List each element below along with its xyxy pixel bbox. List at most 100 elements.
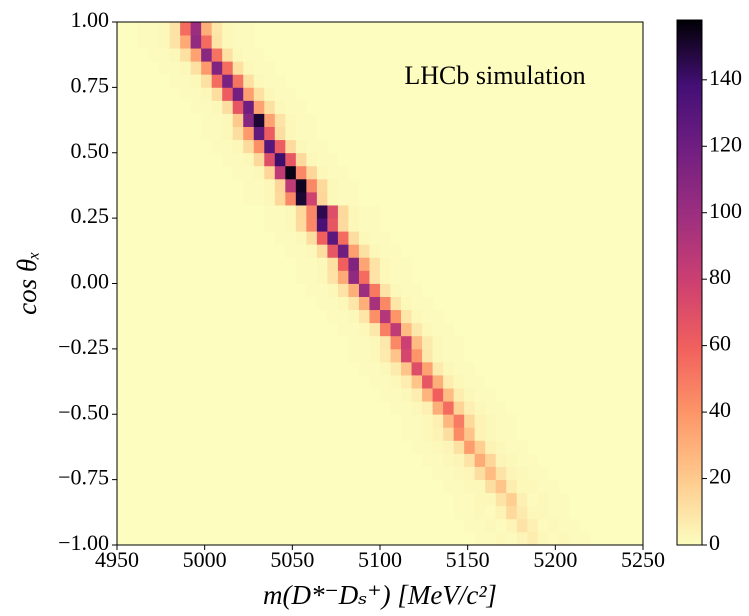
heatmap-cell xyxy=(411,322,423,337)
heatmap-cell xyxy=(506,152,518,167)
heatmap-cell xyxy=(295,283,307,297)
heatmap-cell xyxy=(117,401,128,415)
heatmap-cell xyxy=(401,531,412,546)
heatmap-cell xyxy=(495,257,507,271)
heatmap-cell xyxy=(569,61,581,75)
heatmap-cell xyxy=(579,335,591,350)
heatmap-cell xyxy=(306,48,318,62)
heatmap-cell xyxy=(264,335,276,350)
heatmap-cell xyxy=(222,440,234,454)
heatmap-cell xyxy=(495,35,507,49)
heatmap-cell xyxy=(506,414,518,428)
heatmap-cell xyxy=(316,218,328,232)
heatmap-cell xyxy=(159,74,170,88)
heatmap-cell xyxy=(337,388,349,402)
heatmap-cell xyxy=(569,296,581,311)
heatmap-cell xyxy=(180,492,192,507)
heatmap-cell xyxy=(443,218,455,232)
heatmap-cell xyxy=(274,231,286,245)
heatmap-cell xyxy=(390,257,402,271)
heatmap-cell xyxy=(548,165,560,180)
heatmap-cell xyxy=(401,178,412,193)
heatmap-cell xyxy=(348,165,360,180)
heatmap-cell xyxy=(621,74,633,88)
heatmap-cell xyxy=(422,388,433,402)
heatmap-cell xyxy=(590,479,602,494)
heatmap-cell xyxy=(600,401,612,415)
heatmap-cell xyxy=(117,492,128,507)
heatmap-cell xyxy=(306,322,318,337)
heatmap-cell xyxy=(495,531,507,546)
heatmap-cell xyxy=(600,335,612,350)
heatmap-cell xyxy=(611,152,623,167)
heatmap-cell xyxy=(243,231,255,245)
heatmap-cell xyxy=(201,257,213,271)
heatmap-cell xyxy=(516,139,528,154)
heatmap-cell xyxy=(401,427,412,441)
heatmap-cell xyxy=(264,152,276,167)
heatmap-cell xyxy=(443,61,455,75)
x-tick-label: 5250 xyxy=(621,547,665,572)
heatmap-cell xyxy=(243,466,255,481)
heatmap-cell xyxy=(169,348,181,363)
heatmap-cell xyxy=(632,479,644,494)
heatmap-cell xyxy=(611,518,623,533)
heatmap-cell xyxy=(453,479,465,494)
heatmap-cell xyxy=(506,218,518,232)
heatmap-cell xyxy=(127,518,139,533)
heatmap-cell xyxy=(390,244,402,258)
heatmap-cell xyxy=(569,283,581,297)
heatmap-cell xyxy=(127,126,139,141)
heatmap-cell xyxy=(495,348,507,363)
heatmap-cell xyxy=(558,283,570,297)
heatmap-cell xyxy=(495,61,507,75)
heatmap-cell xyxy=(611,48,623,62)
heatmap-cell xyxy=(422,309,433,324)
heatmap-cell xyxy=(274,22,286,36)
heatmap-cell xyxy=(548,218,560,232)
heatmap-cell xyxy=(159,126,170,141)
heatmap-cell xyxy=(485,22,497,36)
heatmap-cell xyxy=(485,244,497,258)
heatmap-cell xyxy=(138,178,149,193)
heatmap-cell xyxy=(579,257,591,271)
heatmap-cell xyxy=(548,492,560,507)
heatmap-cell xyxy=(411,505,423,520)
heatmap-cell xyxy=(253,191,265,206)
heatmap-cell xyxy=(569,466,581,481)
heatmap-cell xyxy=(190,335,202,350)
heatmap-cell xyxy=(274,388,286,402)
heatmap-cell xyxy=(117,100,128,114)
heatmap-cell xyxy=(558,35,570,49)
heatmap-cell xyxy=(401,492,412,507)
heatmap-cell xyxy=(369,126,381,141)
heatmap-cell xyxy=(159,231,170,245)
heatmap-cell xyxy=(516,322,528,337)
heatmap-cell xyxy=(369,205,381,219)
heatmap-cell xyxy=(138,479,149,494)
heatmap-cell xyxy=(253,152,265,167)
heatmap-cell xyxy=(180,165,192,180)
heatmap-cell xyxy=(569,335,581,350)
heatmap-cell xyxy=(516,74,528,88)
heatmap-cell xyxy=(516,205,528,219)
heatmap-cell xyxy=(401,205,412,219)
heatmap-cell xyxy=(422,113,433,127)
heatmap-cell xyxy=(243,518,255,533)
heatmap-cell xyxy=(117,453,128,467)
heatmap-cell xyxy=(537,309,549,324)
heatmap-cell xyxy=(159,414,170,428)
heatmap-cell xyxy=(169,22,181,36)
heatmap-cell xyxy=(485,518,497,533)
heatmap-cell xyxy=(180,218,192,232)
heatmap-cell xyxy=(211,113,223,127)
heatmap-cell xyxy=(579,218,591,232)
heatmap-cell xyxy=(369,479,381,494)
heatmap-cell xyxy=(590,518,602,533)
heatmap-cell xyxy=(369,335,381,350)
heatmap-cell xyxy=(474,87,486,101)
heatmap-cell xyxy=(558,22,570,36)
heatmap-cell xyxy=(600,440,612,454)
heatmap-cell xyxy=(348,126,360,141)
heatmap-cell xyxy=(569,492,581,507)
